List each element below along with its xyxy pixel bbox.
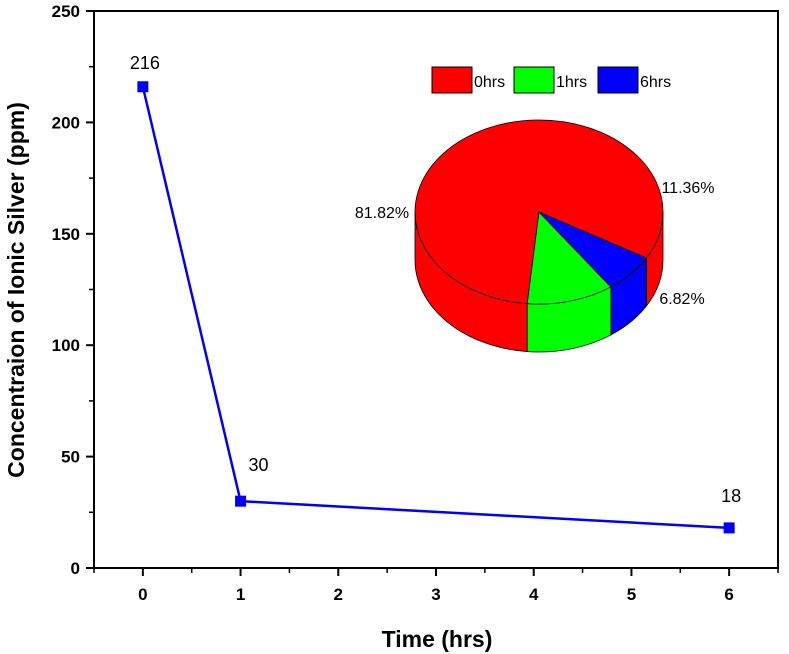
- y-tick-label: 250: [52, 2, 80, 21]
- legend-swatch: [431, 66, 473, 94]
- y-axis: 0 50 100 150 200 250: [52, 2, 94, 578]
- pie-slice-label: 81.82%: [355, 205, 409, 222]
- y-tick-label: 0: [71, 559, 80, 578]
- x-tick-label: 0: [138, 585, 147, 604]
- x-axis-title: Time (hrs): [382, 626, 493, 652]
- x-tick-label: 6: [724, 585, 733, 604]
- legend-swatch: [597, 66, 639, 94]
- y-tick-label: 200: [52, 113, 80, 132]
- pie-slice-1hrs: [526, 211, 612, 305]
- y-tick-label: 150: [52, 225, 80, 244]
- y-axis-title: Concentraion of Ionic Silver (ppm): [3, 102, 29, 478]
- data-point-marker: [137, 81, 149, 93]
- pie-slice-label: 11.36%: [661, 180, 714, 197]
- data-point-marker: [235, 495, 247, 507]
- pie-chart-inset: 81.82% 11.36% 6.82%: [355, 119, 715, 353]
- x-tick-label: 3: [431, 585, 440, 604]
- pie-slice-6hrs: [538, 211, 648, 288]
- data-point-label: 30: [249, 455, 269, 475]
- data-point-label: 216: [130, 53, 160, 73]
- pie-slice-label: 6.82%: [659, 291, 704, 308]
- pie-legend: 0hrs 1hrs 6hrs: [431, 66, 671, 94]
- legend-label: 1hrs: [556, 74, 587, 91]
- x-tick-label: 2: [334, 585, 343, 604]
- legend-label: 0hrs: [474, 74, 505, 91]
- line-series: 216 30 18: [130, 53, 741, 534]
- legend-label: 6hrs: [640, 74, 671, 91]
- data-point-label: 18: [721, 486, 741, 506]
- x-tick-label: 4: [529, 585, 539, 604]
- x-tick-label: 5: [627, 585, 636, 604]
- data-point-marker: [723, 522, 735, 534]
- x-tick-label: 1: [236, 585, 245, 604]
- y-tick-label: 50: [61, 448, 80, 467]
- legend-swatch: [513, 66, 555, 94]
- x-axis: 0 1 2 3 4 5 6: [93, 568, 779, 604]
- y-tick-label: 100: [52, 336, 80, 355]
